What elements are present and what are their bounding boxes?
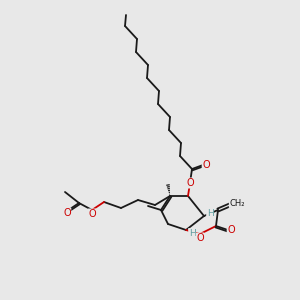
Text: O: O xyxy=(88,209,96,219)
Text: CH₂: CH₂ xyxy=(229,199,245,208)
Text: O: O xyxy=(227,225,235,235)
Text: H: H xyxy=(189,229,195,238)
Text: O: O xyxy=(186,178,194,188)
Text: H: H xyxy=(207,208,213,217)
Text: O: O xyxy=(196,233,204,243)
Text: O: O xyxy=(202,160,210,170)
Text: O: O xyxy=(63,208,71,218)
